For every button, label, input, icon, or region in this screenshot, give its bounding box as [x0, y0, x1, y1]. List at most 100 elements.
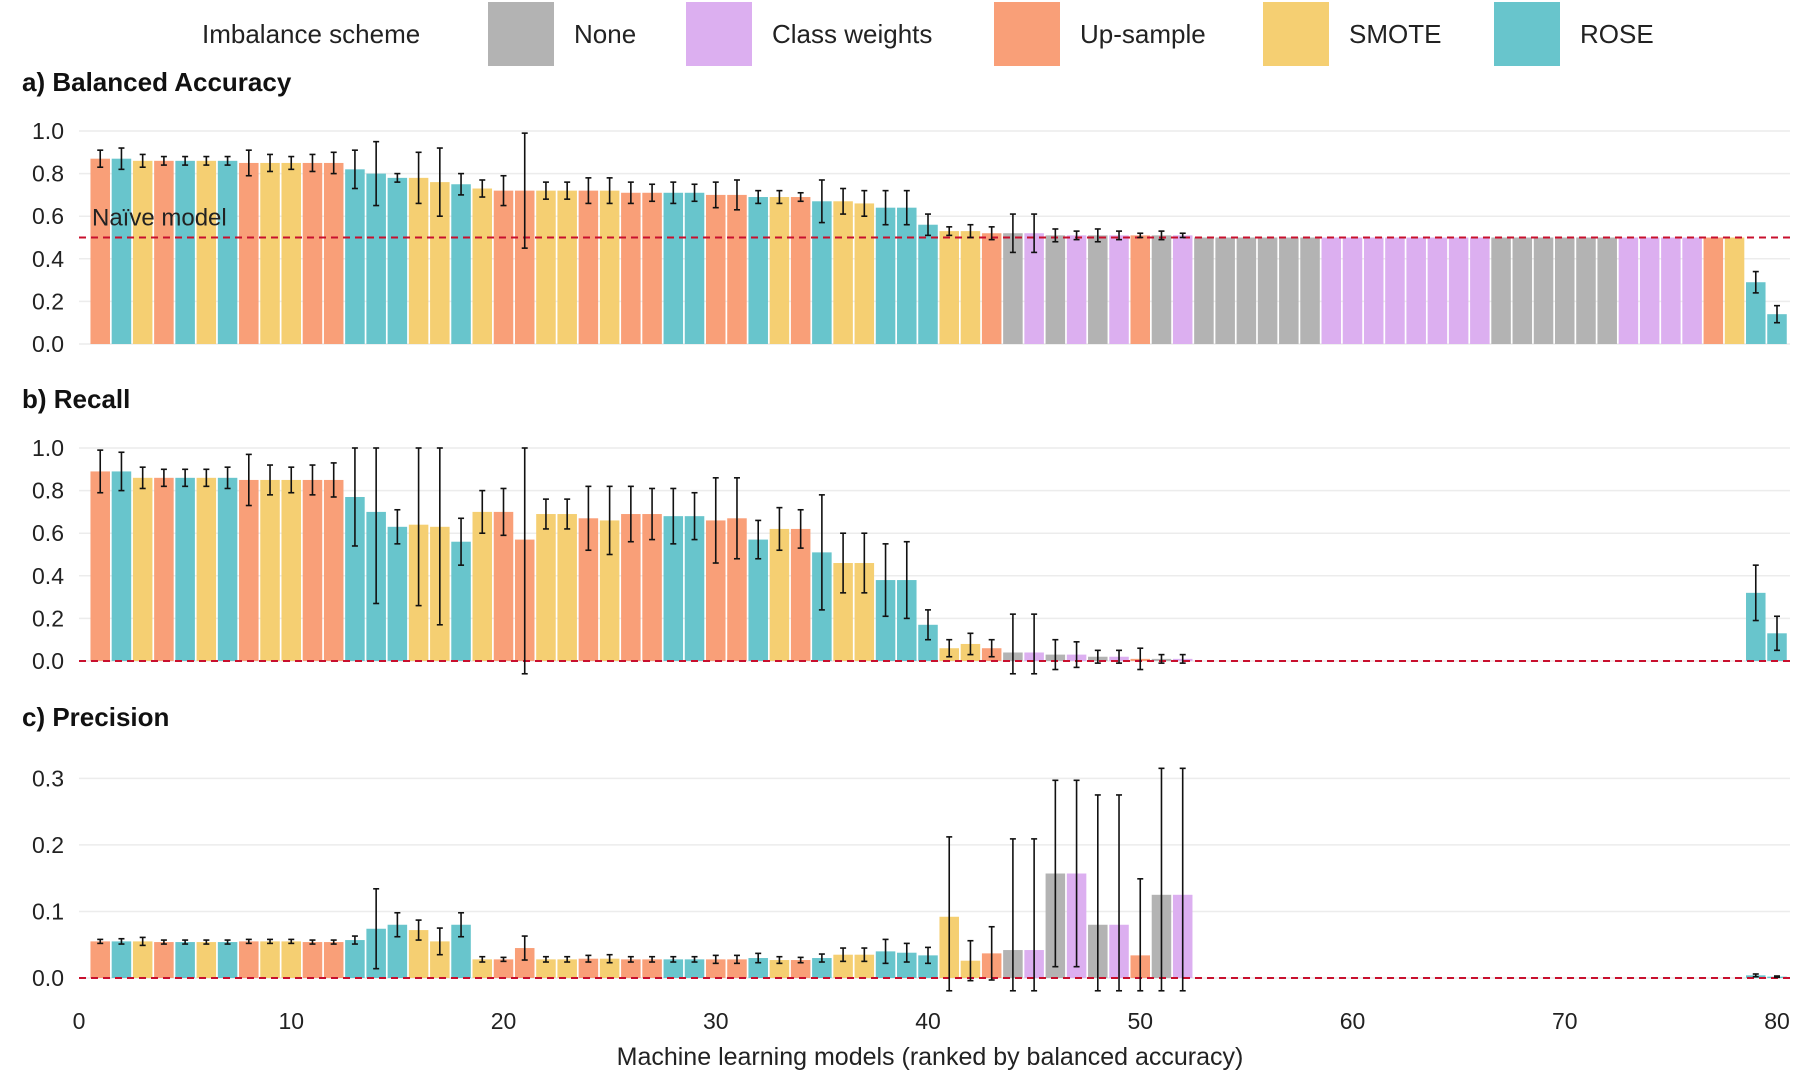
error-bar: [394, 911, 401, 938]
error-bar: [1752, 564, 1759, 622]
error-bar: [288, 938, 295, 945]
error-bar: [627, 181, 634, 205]
bar: [239, 479, 259, 661]
bar: [599, 190, 620, 344]
y-tick-label: 1.0: [32, 435, 64, 461]
bar: [918, 955, 938, 978]
error-bar: [818, 179, 825, 224]
error-bar: [946, 638, 953, 658]
x-axis-title: Machine learning models (ranked by balan…: [617, 1043, 1244, 1071]
x-tick-label: 70: [1552, 1008, 1578, 1034]
x-tick-label: 20: [491, 1008, 517, 1034]
error-bar: [458, 172, 465, 196]
error-bar: [1137, 878, 1144, 992]
y-tick-label: 0.8: [32, 478, 64, 504]
error-bar: [436, 147, 443, 217]
error-bar: [1116, 649, 1123, 664]
error-bar: [818, 953, 825, 963]
error-bar: [670, 955, 677, 963]
error-bar: [564, 498, 571, 530]
bar: [663, 192, 684, 344]
error-bar: [925, 213, 931, 237]
bar: [1470, 237, 1490, 344]
bar: [663, 516, 684, 661]
bar: [1109, 235, 1129, 344]
bar: [196, 160, 217, 344]
bar: [323, 942, 344, 978]
error-bar: [691, 183, 698, 203]
bar: [345, 940, 365, 978]
bar: [154, 942, 174, 978]
bar: [897, 207, 917, 344]
bar: [812, 958, 832, 978]
bar: [578, 190, 599, 344]
error-bar: [351, 935, 358, 945]
y-tick-label: 1.0: [32, 118, 64, 144]
error-bar: [1031, 613, 1038, 675]
bar: [493, 511, 514, 661]
bar: [1427, 237, 1448, 344]
bar: [323, 479, 344, 661]
error-bar: [182, 155, 189, 166]
bar: [451, 924, 471, 978]
error-bar: [521, 447, 528, 675]
bar: [1767, 314, 1787, 344]
bar: [1321, 237, 1342, 344]
error-bar: [627, 955, 634, 963]
error-bar: [245, 938, 252, 945]
bar: [854, 954, 875, 978]
bar: [217, 942, 238, 978]
bar: [769, 197, 790, 344]
error-bar: [330, 939, 337, 945]
legend-swatch-cw: [686, 2, 752, 66]
error-bar: [712, 954, 719, 965]
error-bar: [1179, 767, 1186, 992]
bar: [727, 959, 747, 978]
bar: [1024, 233, 1044, 344]
error-bar: [606, 177, 613, 205]
error-bar: [458, 911, 465, 938]
bar: [769, 528, 790, 661]
bar: [1257, 237, 1278, 344]
error-bar: [564, 181, 571, 200]
legend-label-rose: ROSE: [1580, 19, 1654, 49]
bar: [132, 160, 153, 344]
bar: [345, 169, 365, 344]
bar: [217, 160, 238, 344]
error-bar: [542, 181, 549, 200]
error-bar: [436, 927, 443, 956]
error-bar: [139, 153, 146, 169]
bar: [578, 518, 599, 661]
error-bar: [1774, 615, 1780, 652]
bar: [833, 954, 853, 978]
error-bar: [1094, 794, 1101, 992]
error-bar: [988, 925, 995, 981]
error-bar: [1752, 973, 1759, 978]
error-bar: [373, 888, 380, 970]
bar: [557, 959, 577, 978]
bar: [621, 514, 641, 661]
legend-swatch-smote: [1263, 2, 1329, 66]
bar: [281, 479, 302, 661]
x-tick-label: 50: [1127, 1008, 1153, 1034]
error-bar: [309, 153, 316, 173]
bar: [684, 192, 705, 344]
y-tick-label: 0.0: [32, 331, 64, 357]
error-bar: [309, 464, 316, 496]
bar: [451, 184, 471, 344]
legend-label-smote: SMOTE: [1349, 19, 1441, 49]
bar: [748, 958, 768, 978]
bar: [366, 173, 386, 344]
error-bar: [712, 181, 719, 209]
bar: [387, 924, 408, 978]
bar: [90, 941, 110, 978]
panel-title: b) Recall: [22, 384, 130, 414]
error-bar: [733, 954, 740, 965]
bar: [1491, 237, 1511, 344]
y-tick-label: 0.0: [32, 965, 64, 991]
error-bar: [479, 489, 486, 535]
legend-swatch-up: [994, 2, 1060, 66]
error-bar: [818, 494, 825, 611]
bar: [175, 942, 195, 978]
error-bar: [967, 632, 974, 656]
